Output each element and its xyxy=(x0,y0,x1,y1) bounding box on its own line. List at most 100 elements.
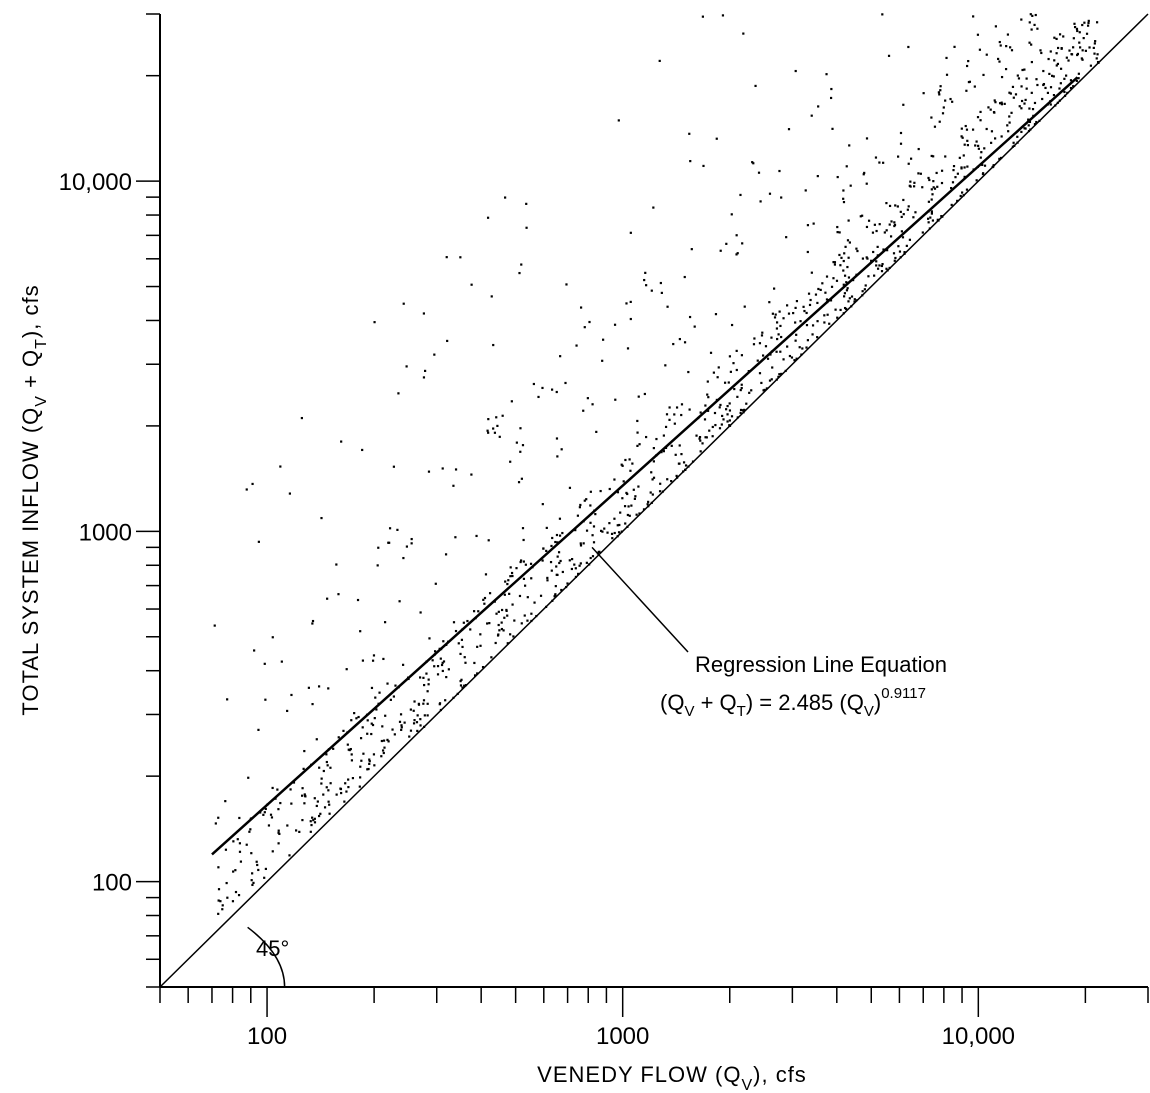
data-point xyxy=(974,144,977,147)
data-point xyxy=(659,281,662,285)
data-point xyxy=(366,732,369,735)
data-point xyxy=(1056,62,1060,66)
data-point xyxy=(643,278,646,282)
y-tick-label: 100 xyxy=(92,870,132,897)
data-point xyxy=(378,691,381,694)
data-point xyxy=(221,908,224,911)
data-point xyxy=(832,260,835,264)
data-point xyxy=(902,103,905,106)
data-point xyxy=(816,336,819,339)
data-point xyxy=(876,245,879,248)
scatter-points xyxy=(213,13,1100,915)
data-point xyxy=(226,896,229,899)
data-point xyxy=(902,198,905,202)
data-point xyxy=(462,621,465,624)
data-point xyxy=(372,753,376,756)
data-point xyxy=(221,904,224,907)
data-point xyxy=(795,299,799,303)
data-point xyxy=(937,91,940,94)
data-point xyxy=(867,219,871,222)
data-point xyxy=(704,436,707,439)
data-point xyxy=(560,448,563,451)
data-point xyxy=(573,563,576,566)
data-point xyxy=(1047,57,1050,61)
data-point xyxy=(497,633,500,636)
data-point xyxy=(380,755,383,758)
x-tick-label: 10,000 xyxy=(942,1023,1015,1050)
data-point xyxy=(1077,77,1080,80)
data-point xyxy=(701,442,704,445)
data-point xyxy=(412,709,415,712)
data-point xyxy=(253,649,256,652)
data-point xyxy=(870,259,873,262)
data-point xyxy=(782,358,785,361)
data-point xyxy=(859,215,862,218)
data-point xyxy=(257,540,260,543)
data-point xyxy=(825,275,829,278)
data-point xyxy=(817,287,820,291)
data-point xyxy=(498,629,501,632)
data-point xyxy=(359,630,362,633)
data-point xyxy=(454,468,458,471)
data-point xyxy=(853,300,856,303)
data-point xyxy=(779,324,782,328)
data-point xyxy=(966,165,969,168)
data-point xyxy=(1027,118,1030,121)
data-point xyxy=(673,413,676,416)
data-point xyxy=(762,389,765,392)
data-point xyxy=(579,544,583,547)
data-point xyxy=(249,828,252,831)
data-point xyxy=(701,15,704,18)
data-point xyxy=(303,802,306,805)
data-point xyxy=(883,231,886,234)
data-point xyxy=(616,491,620,494)
data-point xyxy=(810,271,813,274)
data-point xyxy=(983,164,987,167)
data-point xyxy=(459,680,462,683)
data-point xyxy=(542,547,545,550)
data-point xyxy=(1027,124,1030,127)
data-point xyxy=(613,478,616,481)
data-point xyxy=(739,411,742,414)
data-point xyxy=(621,497,624,500)
data-point xyxy=(599,529,603,532)
data-point xyxy=(780,196,783,199)
data-point xyxy=(680,403,684,406)
data-point xyxy=(426,690,429,693)
data-point xyxy=(521,444,525,447)
data-point xyxy=(845,165,848,168)
data-point xyxy=(277,829,280,832)
data-point xyxy=(357,715,360,719)
data-point xyxy=(954,176,957,179)
data-point xyxy=(725,242,728,245)
data-point xyxy=(387,740,390,743)
data-point xyxy=(902,213,905,216)
data-point xyxy=(470,283,473,286)
data-point xyxy=(520,477,523,480)
data-point xyxy=(351,777,355,780)
data-point xyxy=(349,747,352,751)
data-point xyxy=(758,342,762,345)
data-point xyxy=(323,806,327,809)
data-point xyxy=(503,616,506,619)
data-point xyxy=(436,665,440,668)
data-point xyxy=(1053,59,1056,62)
data-point xyxy=(371,723,375,727)
data-point xyxy=(452,621,456,624)
data-point xyxy=(426,702,429,705)
data-point xyxy=(490,656,493,659)
data-point xyxy=(460,678,463,681)
data-point xyxy=(475,534,478,538)
data-point xyxy=(526,619,529,622)
data-point xyxy=(714,313,718,316)
data-point xyxy=(309,820,312,823)
data-point xyxy=(966,139,969,142)
data-point xyxy=(929,216,932,219)
data-point xyxy=(989,108,992,111)
data-point xyxy=(512,635,515,638)
data-point xyxy=(311,702,314,706)
data-point xyxy=(392,465,396,468)
data-point xyxy=(1048,72,1051,76)
data-point xyxy=(459,256,462,259)
data-point xyxy=(875,229,878,233)
